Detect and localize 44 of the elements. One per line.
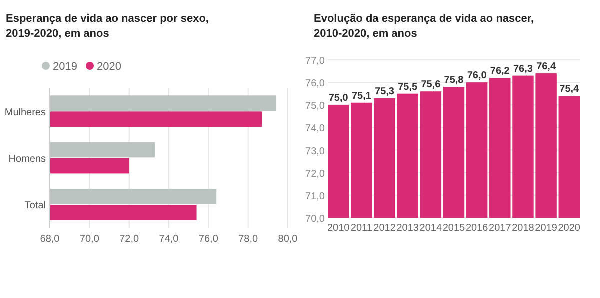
data-label: 75,8 <box>444 75 464 86</box>
data-label: 76,4 <box>536 62 556 73</box>
legend-label: 2019 <box>53 61 78 73</box>
y-tick-label: 73,0 <box>306 146 326 158</box>
x-tick-label: 80,0 <box>278 234 298 245</box>
x-tick-label: 2014 <box>420 223 442 234</box>
data-label: 75,0 <box>328 93 349 104</box>
data-label: 76,2 <box>490 66 510 78</box>
data-label: 75,5 <box>398 82 418 93</box>
x-tick-label: 2010 <box>327 223 350 234</box>
x-tick-label: 78,0 <box>238 234 258 245</box>
x-tick-label: 70,0 <box>80 234 100 245</box>
x-tick-label: 68,0 <box>40 234 60 245</box>
y-tick-label: Homens <box>8 154 46 165</box>
data-label: 76,0 <box>467 70 488 82</box>
data-label: 75,1 <box>352 90 372 102</box>
y-tick-label: Total <box>24 200 46 212</box>
y-tick-label: 70,0 <box>306 214 326 225</box>
x-tick-label: 2017 <box>489 223 512 234</box>
y-tick-label: 77,0 <box>306 56 326 67</box>
y-tick-label: 72,0 <box>306 168 326 180</box>
x-tick-label: 2015 <box>442 223 466 234</box>
y-tick-label: 74,0 <box>306 124 326 135</box>
chart-title: Esperança de vida ao nascer por sexo, 2019-2020, em anos <box>6 13 209 40</box>
x-tick-label: 2013 <box>396 223 420 234</box>
x-tick-label: 2020 <box>558 223 581 234</box>
x-tick-label: 76,0 <box>198 234 219 245</box>
x-tick-label: 2011 <box>350 223 373 234</box>
data-label: 75,3 <box>375 86 395 98</box>
data-label: 76,3 <box>513 64 534 75</box>
y-tick-label: 76,0 <box>306 78 326 90</box>
x-tick-label: 2018 <box>512 223 535 234</box>
data-label: 75,6 <box>421 80 442 91</box>
y-tick-label: Mulheres <box>4 107 46 118</box>
data-label: 75,4 <box>560 84 580 96</box>
y-tick-label: 75,0 <box>306 101 326 112</box>
x-tick-label: 74,0 <box>159 234 180 245</box>
x-tick-label: 2012 <box>374 223 396 234</box>
x-tick-label: 2019 <box>535 223 558 234</box>
x-tick-label: 72,0 <box>120 234 140 245</box>
x-tick-label: 2016 <box>466 223 489 234</box>
legend-label: 2020 <box>97 61 122 73</box>
y-tick-label: 71,0 <box>306 191 326 202</box>
chart-title: Evolução da esperança de vida ao nascer, 2010-2020, em anos <box>314 13 534 40</box>
